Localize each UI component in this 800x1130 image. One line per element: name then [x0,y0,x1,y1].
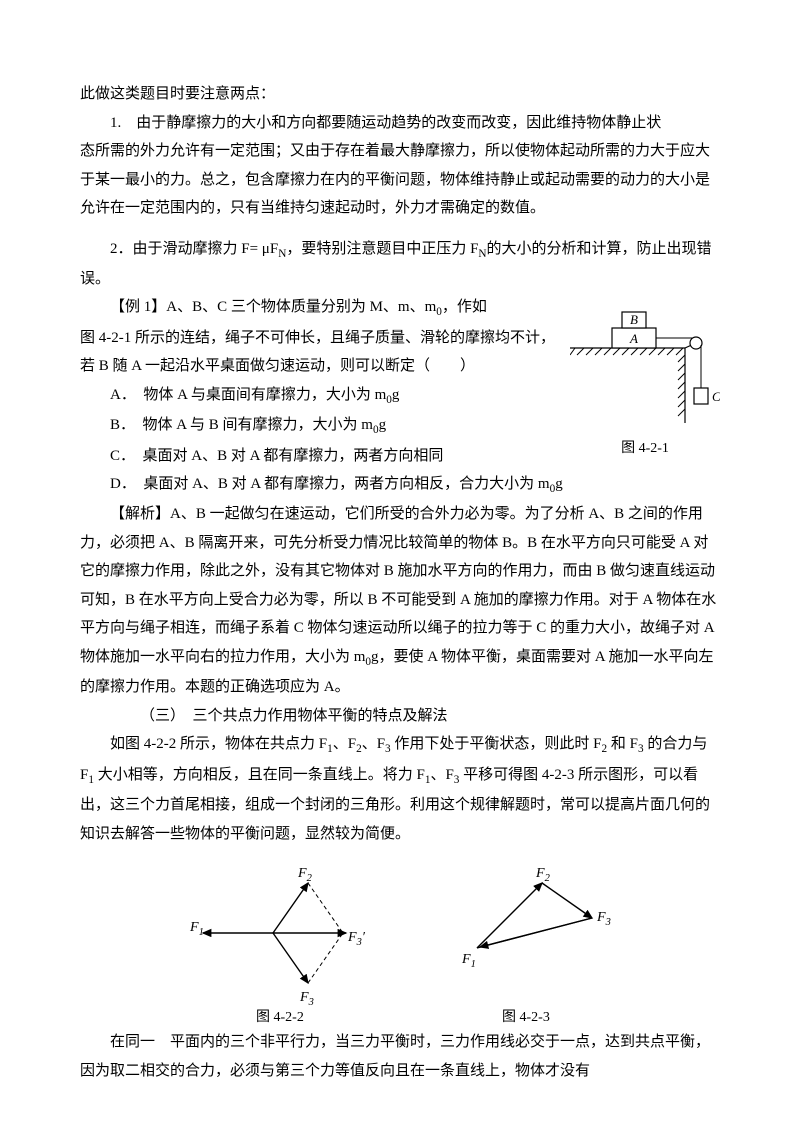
svg-text:F1: F1 [461,952,476,970]
section-3-title: （三） 三个共点力作用物体平衡的特点及解法 [80,702,720,731]
s3e: 和 F [607,736,638,752]
ex1-b: ，作如 [442,299,487,315]
p2-a: 2．由于滑动摩擦力 F= μF [110,241,278,257]
s3h: 、F [430,767,453,783]
p2-b: ，要特别注意题目中正压力 F [286,241,478,257]
optD-t: D． 桌面对 A、B 对 A 都有摩擦力，两者方向相反，合力大小为 m [110,476,550,492]
svg-text:F3: F3 [596,910,611,928]
section-3-para1: 如图 4-2-2 所示，物体在共点力 F1、F2、F3 作用下处于平衡状态，则此… [80,730,720,848]
svg-text:F3′: F3′ [347,930,366,948]
spacer [80,223,720,235]
optD-b: g [555,476,563,492]
figure-4-2-3-svg: F1 F2 F3 图 4-2-3 [442,863,622,1023]
figure-4-2-1-caption: 图 4-2-1 [570,436,720,463]
point-1-line1: 1. 由于静摩擦力的大小和方向都要随运动趋势的改变而改变，因此维持物体静止状 [80,109,720,138]
figure-4-2-2-svg: F1 F2 F3′ F3 图 4-2-2 [178,863,378,1023]
s3b: 、F [333,736,356,752]
svg-text:F2: F2 [535,866,551,884]
s3g: 大小相等，方向相反，且在同一条直线上。将力 F [94,767,425,783]
optB-b: g [379,417,387,433]
p2-sub2: N [478,248,486,260]
ex1-a: 【例 1】A、B、C 三个物体质量分别为 M、m、m [110,299,436,315]
analysis: 【解析】A、B 一起做匀在速运动，它们所受的合外力必为零。为了分析 A、B 之间… [80,500,720,701]
s3c: 、F [362,736,385,752]
fig1-label-a: A [629,331,638,346]
svg-text:F1: F1 [189,920,204,938]
intro-line: 此做这类题目时要注意两点： [80,80,720,109]
optA-b: g [392,387,400,403]
svg-text:F3: F3 [299,990,314,1008]
figure-4-2-1-svg: B A C [570,293,720,423]
s3a: 如图 4-2-2 所示，物体在共点力 F [110,736,327,752]
fig3-caption: 图 4-2-3 [502,1010,550,1023]
optA-t: A． 物体 A 与桌面间有摩擦力，大小为 m [110,387,386,403]
section-3-para2: 在同一 平面内的三个非平行力，当三力平衡时，三力作用线必交于一点，达到共点平衡，… [80,1028,720,1085]
fig1-label-b: B [630,312,638,327]
fig2-caption: 图 4-2-2 [256,1010,304,1023]
diagram-row: F1 F2 F3′ F3 图 4-2-2 F1 F2 F3 图 4-2-3 [80,863,720,1023]
optB-t: B． 物体 A 与 B 间有摩擦力，大小为 m [110,417,373,433]
figure-4-2-1: B A C 图 4-2-1 [570,293,720,462]
fig1-label-c: C [712,389,720,404]
option-d: D． 桌面对 A、B 对 A 都有摩擦力，两者方向相反，合力大小为 m0g [80,470,720,500]
point-2: 2．由于滑动摩擦力 F= μFN，要特别注意题目中正压力 FN的大小的分析和计算… [80,235,720,294]
svg-text:F2: F2 [297,866,313,884]
ana-t: 【解析】A、B 一起做匀在速运动，它们所受的合外力必为零。为了分析 A、B 之间… [80,506,716,665]
s3d: 作用下处于平衡状态，则此时 F [391,736,602,752]
point-1-body: 态所需的外力允许有一定范围；又由于存在着最大静摩擦力，所以使物体起动所需的力大于… [80,137,720,223]
